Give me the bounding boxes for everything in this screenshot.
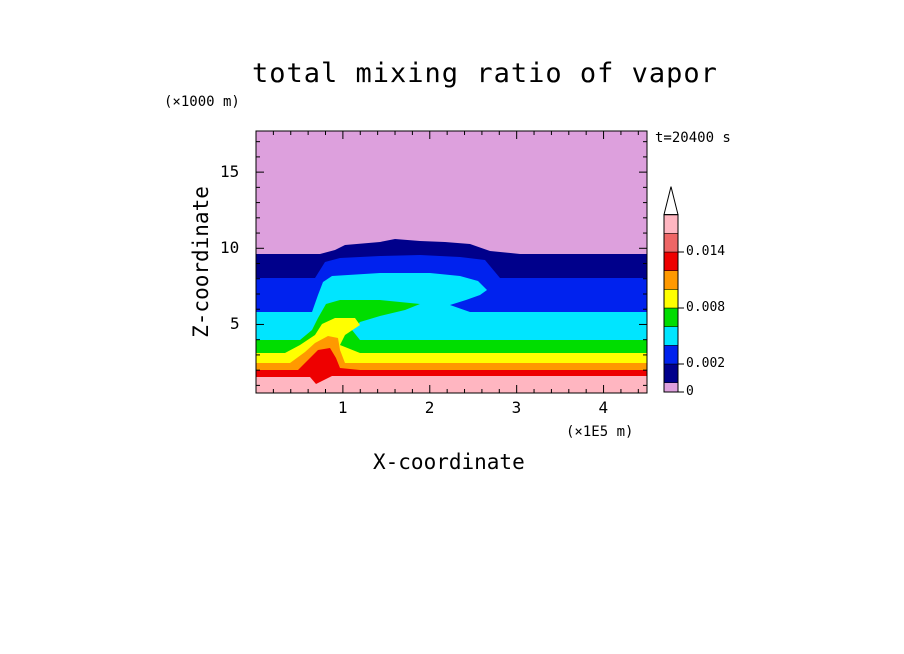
y-tick-label: 5 bbox=[230, 314, 240, 334]
colorbar-segment bbox=[663, 251, 679, 271]
colorbar-label: 0 bbox=[686, 384, 694, 399]
y-tick-label: 15 bbox=[220, 162, 240, 182]
colorbar-label: 0.008 bbox=[686, 300, 726, 315]
colorbar-segment bbox=[663, 363, 679, 383]
plot-frame bbox=[255, 130, 648, 394]
colorbar-frame bbox=[663, 214, 679, 393]
colorbar-segment bbox=[663, 289, 679, 309]
chart-title: total mixing ratio of vapor bbox=[252, 58, 718, 89]
colorbar-segment bbox=[663, 214, 679, 234]
y-axis-label: Z-coordinate bbox=[189, 186, 213, 338]
y-tick-label: 10 bbox=[220, 238, 240, 258]
axis-ticks bbox=[256, 131, 647, 393]
colorbar-segment bbox=[663, 382, 679, 393]
band-red-spot bbox=[312, 372, 330, 383]
contour-field bbox=[256, 131, 647, 393]
x-axis-label: X-coordinate bbox=[373, 450, 525, 474]
x-tick-label: 2 bbox=[424, 398, 435, 417]
y-unit-label: (×1000 m) bbox=[164, 94, 240, 110]
x-tick-label: 3 bbox=[511, 398, 522, 417]
time-label: t=20400 s bbox=[655, 130, 731, 146]
colorbar-segment bbox=[663, 270, 679, 290]
colorbar-segment bbox=[663, 233, 679, 253]
x-unit-label: (×1E5 m) bbox=[566, 424, 634, 440]
colorbar-extend-arrow bbox=[663, 186, 679, 216]
x-tick-label: 1 bbox=[337, 398, 348, 417]
colorbar-segment bbox=[663, 345, 679, 365]
colorbar-segment bbox=[663, 326, 679, 346]
x-tick-label: 4 bbox=[598, 398, 609, 417]
colorbar-label: 0.002 bbox=[686, 356, 726, 371]
colorbar-label: 0.014 bbox=[686, 244, 726, 259]
colorbar-segment bbox=[663, 307, 679, 327]
band-pink bbox=[256, 376, 647, 393]
colorbar bbox=[663, 186, 684, 393]
